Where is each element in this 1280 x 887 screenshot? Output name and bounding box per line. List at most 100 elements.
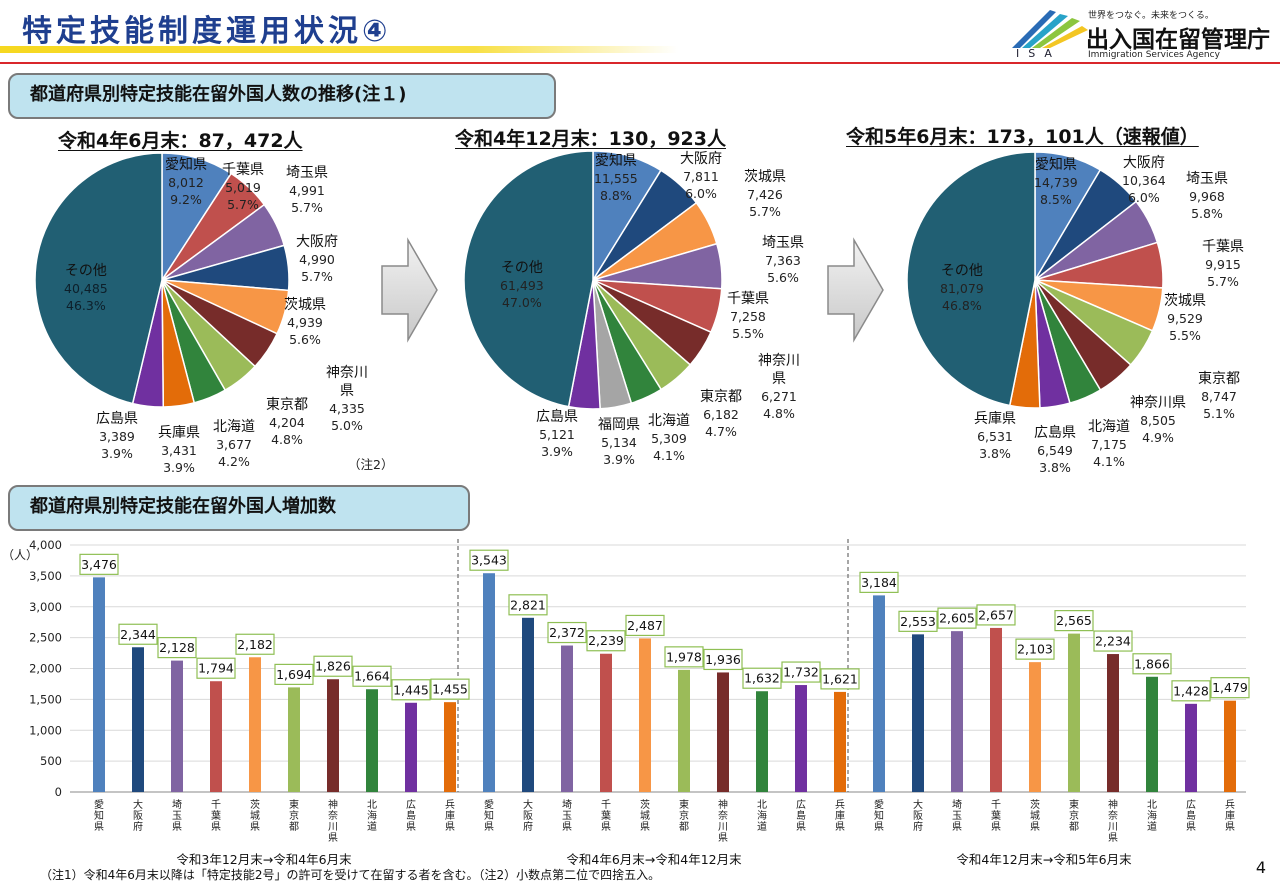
x-tick-label: 県 [445, 821, 455, 833]
data-label-box [313, 655, 353, 677]
x-tick-label: 千 [991, 799, 1001, 811]
data-label: 3,543 [471, 553, 507, 568]
data-label: 1,445 [393, 682, 429, 697]
x-tick-label: 県 [211, 821, 221, 833]
x-tick-label: 庫 [1225, 809, 1235, 822]
pie1-label-hiroshima: 広島県 3,389 3.9% [96, 411, 138, 461]
data-label: 3,184 [861, 575, 897, 590]
pie-2-title: 令和4年12月末：130，923人 [455, 128, 726, 150]
data-label: 1,826 [315, 659, 351, 674]
bar [1029, 662, 1041, 792]
data-label-box [118, 623, 158, 645]
bar [756, 691, 768, 792]
bar [1107, 654, 1119, 792]
pie2-label-other: その他 61,493 47.0% [500, 260, 544, 310]
data-label-box [703, 648, 743, 671]
x-tick-label: 大 [523, 798, 533, 811]
pie3-label-chiba: 千葉県 9,915 5.7% [1202, 239, 1244, 289]
x-tick-label: 県 [406, 821, 416, 833]
data-label-box [625, 614, 665, 637]
x-tick-label: 知 [874, 809, 884, 822]
x-tick-label: 兵 [835, 798, 845, 811]
pie3-label-hiroshima: 広島県 6,549 3.8% [1034, 425, 1076, 475]
x-tick-label: 道 [1147, 820, 1157, 833]
data-label-box [157, 636, 197, 659]
section-title-increase: 都道府県別特定技能在留外国人増加数 [8, 485, 470, 531]
pie1-label-chiba: 千葉県 5,019 5.7% [222, 162, 264, 212]
x-tick-label: 広 [796, 798, 806, 811]
page-number: 4 [1255, 858, 1266, 877]
bar [990, 627, 1002, 792]
data-label: 1,455 [432, 682, 468, 697]
x-tick-label: 川 [718, 822, 728, 833]
x-tick-label: 県 [484, 821, 494, 833]
x-tick-label: 埼 [562, 798, 572, 811]
data-label-box [781, 661, 821, 683]
bar [951, 631, 963, 792]
x-tick-label: 県 [601, 821, 611, 833]
title-underline [0, 46, 678, 53]
x-tick-label: 玉 [562, 811, 572, 822]
bar [288, 687, 300, 792]
pie-chart-3 [906, 151, 1164, 409]
data-label-box [742, 667, 782, 689]
x-tick-label: 城 [1030, 810, 1040, 822]
data-label-box [898, 610, 938, 632]
bar [834, 691, 846, 792]
data-label-box [1054, 610, 1094, 632]
arrow-right-icon [381, 237, 438, 343]
pie3-label-tokyo: 東京都 8,747 5.1% [1198, 371, 1240, 421]
logo-abbr: ISA [1016, 47, 1061, 60]
bar [639, 638, 651, 792]
data-label-box [664, 646, 704, 668]
data-label: 2,239 [588, 633, 624, 648]
x-tick-label: 兵 [1225, 798, 1235, 811]
data-label: 1,428 [1173, 683, 1209, 698]
data-label-box [547, 621, 587, 644]
bar [483, 573, 495, 792]
bar [1224, 700, 1236, 792]
data-label-box [196, 657, 236, 679]
pie1-note: （注2） [348, 457, 394, 472]
data-label-box [937, 607, 977, 629]
data-label: 2,128 [159, 640, 195, 655]
pie1-label-other: その他 40,485 46.3% [64, 263, 108, 313]
pie1-label-aichi: 愛知県 8,012 9.2% [165, 157, 207, 207]
y-tick-label: 1,500 [29, 692, 62, 706]
pie-charts [34, 150, 1164, 410]
pie2-label-chiba: 千葉県 7,258 5.5% [727, 291, 769, 341]
x-tick-label: 神 [718, 798, 728, 811]
data-label-box [352, 665, 392, 687]
data-label: 2,103 [1017, 642, 1053, 657]
data-label: 2,372 [549, 625, 585, 640]
x-tick-label: 県 [1186, 821, 1196, 833]
pie3-label-aichi: 愛知県 14,739 8.5% [1034, 157, 1078, 207]
y-tick-label: 3,500 [29, 569, 62, 583]
pie1-label-hokkaido: 北海道 3,677 4.2% [213, 419, 255, 469]
pie2-label-tokyo: 東京都 6,182 4.7% [700, 389, 742, 439]
pie1-label-ibaraki: 茨城県 4,939 5.6% [284, 297, 326, 347]
data-label-box [820, 668, 860, 690]
pie3-label-hokkaido: 北海道 7,175 4.1% [1088, 419, 1130, 469]
data-label: 1,694 [276, 667, 312, 682]
bar [873, 595, 885, 792]
x-tick-label: 庫 [835, 809, 845, 822]
pie-slice [34, 152, 163, 405]
footnote: （注1）令和4年6月末以降は「特定技能2号」の許可を受けて在留する者を含む。（注… [40, 868, 661, 882]
x-tick-label: 広 [1186, 798, 1196, 811]
data-label: 1,732 [783, 665, 819, 680]
x-tick-label: 大 [133, 798, 143, 811]
data-label: 2,821 [510, 597, 546, 612]
x-tick-label: 城 [250, 810, 260, 822]
data-label: 3,476 [81, 557, 117, 572]
data-label-box [976, 604, 1016, 626]
x-tick-label: 海 [757, 809, 767, 822]
x-tick-label: 広 [406, 798, 416, 811]
x-tick-label: 愛 [94, 798, 104, 811]
data-label: 2,657 [978, 607, 1014, 622]
section-title-trend: 都道府県別特定技能在留外国人数の推移(注１) [8, 73, 556, 119]
x-tick-label: 知 [94, 809, 104, 822]
x-tick-label: 千 [211, 799, 221, 811]
x-tick-label: 海 [1147, 809, 1157, 822]
x-tick-label: 県 [562, 821, 572, 833]
